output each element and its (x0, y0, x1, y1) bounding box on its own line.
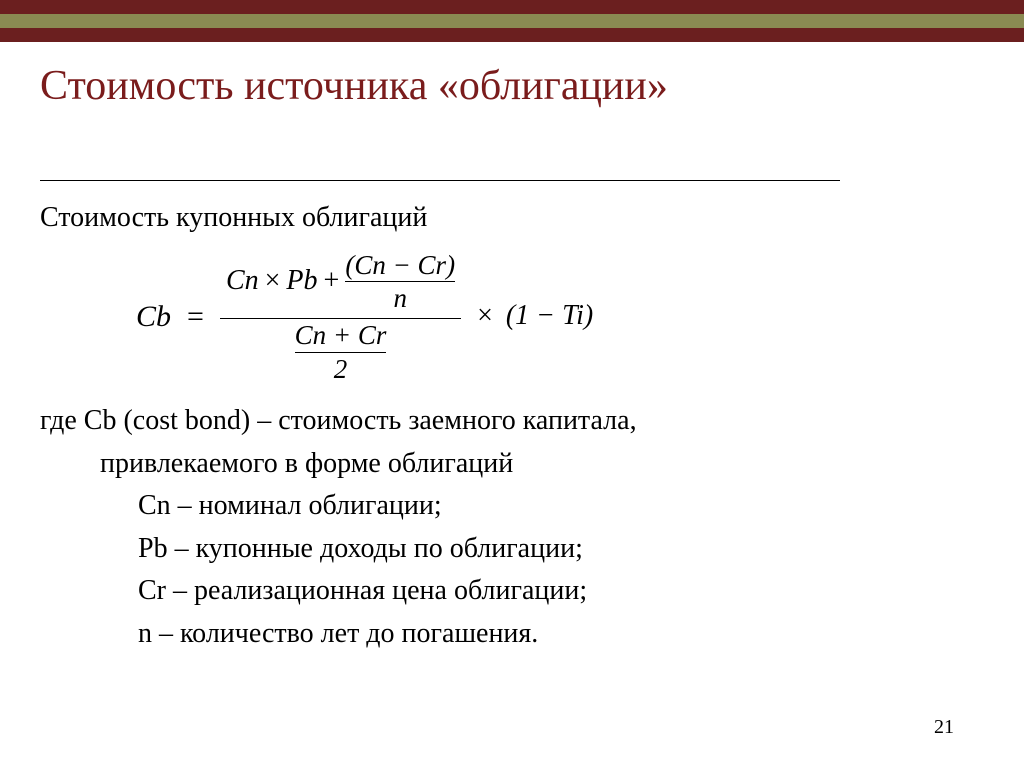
accent-band-2 (0, 14, 1024, 28)
definitions: где Cb (cost bond) – стоимость заемного … (40, 401, 980, 655)
times-op-2: × (477, 300, 493, 331)
inner-den: n (393, 283, 407, 313)
accent-band-3 (0, 28, 1024, 42)
top-bands (0, 0, 1024, 42)
times-op-1: × (265, 261, 281, 302)
formula-tail: × (1 − Ti) (471, 296, 593, 337)
num-cn: Cn (226, 261, 259, 302)
subtitle: Стоимость купонных облигаций (40, 198, 980, 239)
def-cb-line1: где Cb (cost bond) – стоимость заемного … (40, 401, 980, 442)
den-den: 2 (334, 354, 348, 384)
denominator-fraction: Cn + Cr 2 (295, 321, 387, 383)
slide-title: Стоимость источника «облигации» (40, 62, 668, 110)
main-denominator: Cn + Cr 2 (295, 331, 387, 366)
formula: Cb = Cn × Pb + (Cn − Cr) n C (136, 251, 980, 383)
den-num: Cn + Cr (295, 320, 387, 350)
page-number: 21 (934, 716, 954, 739)
equals-sign: = (187, 295, 204, 339)
inner-frac-line (345, 281, 455, 282)
inner-fraction: (Cn − Cr) n (345, 251, 455, 313)
tail-paren: (1 − Ti) (506, 300, 593, 331)
def-cb-line2: привлекаемого в форме облигаций (40, 444, 980, 485)
def-pb: Pb – купонные доходы по облигации; (40, 529, 980, 570)
den-frac-line (295, 352, 387, 353)
inner-num: (Cn − Cr) (345, 250, 455, 280)
main-numerator: Cn × Pb + (Cn − Cr) n (220, 251, 461, 317)
main-frac-line (220, 318, 461, 319)
content: Стоимость купонных облигаций Cb = Cn × P… (40, 198, 980, 657)
def-cn: Cn – номинал облигации; (40, 486, 980, 527)
def-cr: Cr – реализационная цена облигации; (40, 571, 980, 612)
slide: Стоимость источника «облигации» Стоимост… (0, 0, 1024, 767)
num-pb: Pb (286, 261, 317, 302)
plus-op: + (324, 261, 340, 302)
title-divider (40, 180, 840, 181)
formula-result: Cb (136, 295, 171, 339)
def-n: n – количество лет до погашения. (40, 614, 980, 655)
main-fraction: Cn × Pb + (Cn − Cr) n Cn + Cr 2 (220, 251, 461, 383)
accent-band-1 (0, 0, 1024, 14)
